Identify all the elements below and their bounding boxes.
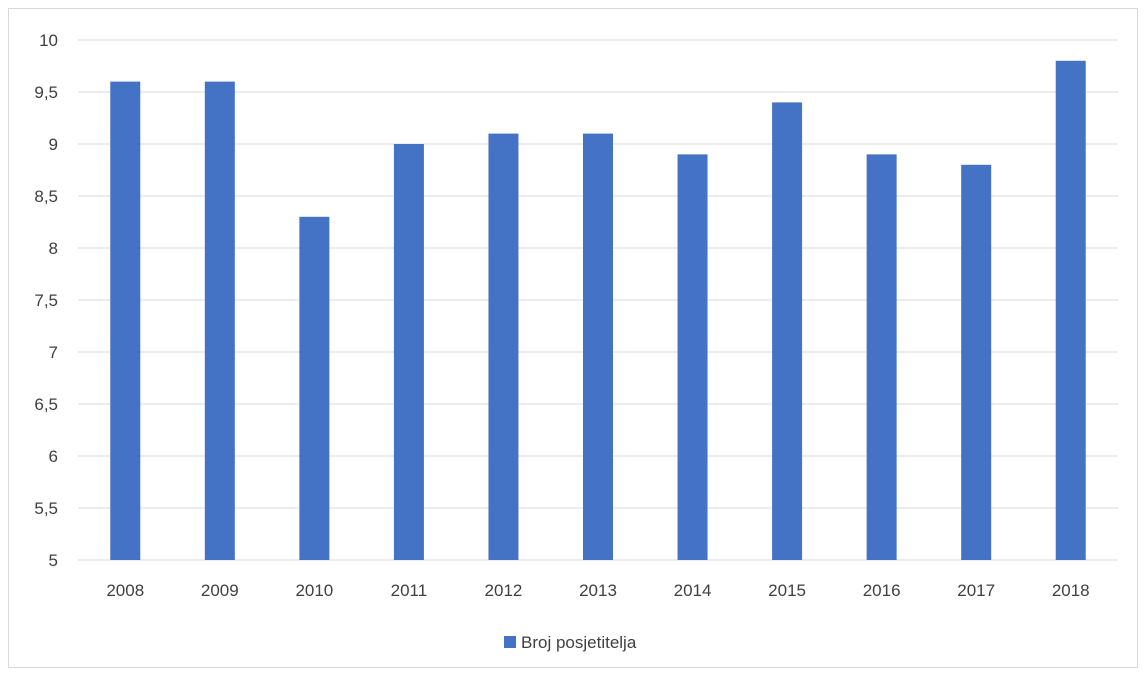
x-tick-label: 2010 [295,581,333,600]
x-tick-label: 2018 [1052,581,1090,600]
y-tick-label: 9 [49,135,58,154]
legend-swatch [504,636,516,648]
bars [110,60,1086,561]
x-tick-label: 2017 [957,581,995,600]
x-tick-label: 2012 [485,581,523,600]
bar-2017 [961,164,992,561]
y-tick-label: 9,5 [34,83,58,102]
bar-2018 [1055,60,1086,561]
legend: Broj posjetitelja [504,633,637,652]
x-tick-label: 2014 [674,581,712,600]
y-tick-label: 8 [49,239,58,258]
bar-2015 [772,102,803,561]
y-tick-label: 10 [39,31,58,50]
y-tick-label: 8,5 [34,187,58,206]
chart-frame [8,8,1138,668]
bar-2014 [677,154,708,560]
bar-2013 [583,133,613,560]
y-tick-label: 6 [49,447,58,466]
y-axis-tick-labels: 5 5,5 6 6,5 7 7,5 8 8,5 9 9,5 10 [34,31,58,570]
bar-2008 [110,81,141,560]
x-tick-label: 2011 [391,581,428,600]
bar-2012 [488,133,519,560]
legend-label: Broj posjetitelja [521,633,637,652]
x-tick-label: 2015 [768,581,806,600]
x-tick-label: 2016 [863,581,901,600]
y-tick-label: 7 [49,343,58,362]
bar-2010 [299,216,330,561]
y-tick-label: 5 [49,551,58,570]
x-tick-label: 2009 [201,581,239,600]
bar-2016 [866,154,897,560]
bar-2011 [393,144,424,560]
y-tick-label: 7,5 [34,291,58,310]
y-tick-label: 6,5 [34,395,58,414]
y-tick-label: 5,5 [34,499,58,518]
bar-2009 [204,81,235,560]
x-tick-label: 2008 [106,581,144,600]
x-axis-tick-labels: 2008 2009 2010 2011 2012 2013 2014 2015 2016 2017… [106,581,1089,600]
x-tick-label: 2013 [579,581,617,600]
